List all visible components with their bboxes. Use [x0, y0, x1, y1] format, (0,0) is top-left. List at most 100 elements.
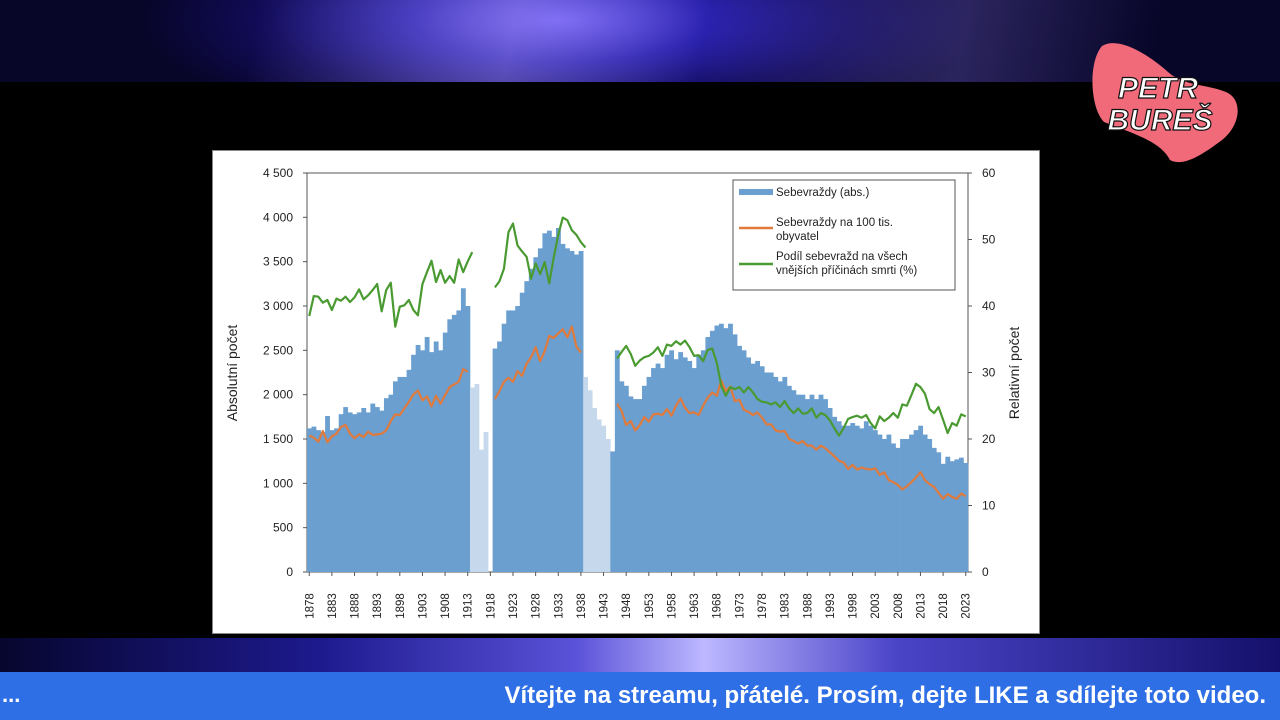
bar-1886	[343, 407, 349, 572]
bar-1965	[700, 350, 706, 572]
bar-1985	[791, 390, 797, 572]
bar-1878	[307, 428, 312, 572]
x-tick-label: 2008	[893, 593, 905, 619]
bar-1963	[691, 368, 697, 572]
bar-1906	[433, 341, 439, 572]
logo-line2: BUREŠ	[1107, 103, 1212, 137]
bar-1889	[356, 412, 362, 572]
x-tick-label: 1958	[666, 593, 678, 619]
share-line-segment-2	[494, 216, 587, 289]
bar-1966	[705, 337, 711, 572]
bar-1992	[823, 399, 828, 572]
bar-2019	[945, 456, 951, 572]
x-tick-label: 1918	[485, 593, 497, 619]
bar-2016	[931, 447, 937, 572]
bar-1950	[632, 399, 638, 572]
bar-1980	[768, 372, 774, 572]
bar-1887	[347, 412, 353, 572]
bar-1970	[723, 328, 729, 572]
bar-1957	[664, 354, 670, 572]
x-tick-label: 1998	[848, 593, 860, 619]
bar-1990	[814, 399, 819, 572]
ticker-message: Vítejte na streamu, přátelé. Prosím, dej…	[504, 682, 1266, 709]
x-tick-label: 1978	[757, 593, 769, 619]
x-tick-label: 1933	[553, 593, 565, 619]
bar-1908	[442, 332, 448, 572]
bar-2021	[954, 459, 960, 572]
x-tick-label: 1943	[599, 593, 611, 619]
bar-2013	[918, 425, 924, 572]
bar-1915	[474, 384, 480, 572]
bar-2009	[900, 439, 905, 572]
bar-1939	[583, 376, 588, 572]
x-tick-label: 1968	[712, 593, 724, 619]
y-left-tick-label: 500	[273, 521, 293, 535]
bar-1936	[569, 251, 575, 572]
bar-1967	[709, 330, 715, 572]
bar-1913	[465, 306, 471, 572]
bar-1927	[528, 268, 534, 572]
bar-1987	[800, 394, 806, 572]
x-tick-label: 1973	[734, 593, 746, 619]
bar-1905	[429, 352, 435, 572]
bar-1888	[352, 414, 358, 572]
bar-1910	[451, 314, 457, 572]
bar-1996	[841, 425, 847, 572]
bar-2010	[904, 439, 910, 572]
y-axis-label-left: Absolutní počet	[224, 325, 240, 422]
legend-label-share: Podíl sebevražd na všech vnějších příčiná…	[776, 251, 917, 277]
x-tick-label: 1908	[440, 593, 452, 619]
x-tick-label: 1983	[780, 593, 792, 619]
legend-label-rate: Sebevraždy na 100 tis. obyvatel	[776, 217, 893, 243]
bar-1895	[383, 398, 389, 572]
bar-1952	[642, 385, 647, 572]
bar-2011	[909, 434, 914, 572]
bar-1946	[614, 350, 620, 572]
bar-1934	[560, 243, 566, 572]
bar-2002	[868, 425, 874, 572]
y-left-tick-label: 4 500	[263, 166, 293, 180]
x-tick-label: 1953	[644, 593, 656, 619]
x-tick-label: 1878	[304, 593, 316, 619]
bar-1921	[501, 323, 507, 572]
y-right-tick-label: 60	[982, 166, 996, 180]
y-left-tick-label: 3 000	[263, 299, 293, 313]
bar-2017	[936, 452, 942, 572]
bar-1991	[818, 394, 824, 572]
bar-2007	[891, 443, 896, 572]
bar-1981	[773, 376, 779, 572]
ticker-ellipsis: ...	[2, 682, 21, 707]
logo-blob-shape	[1092, 43, 1238, 163]
bar-1893	[374, 407, 380, 572]
ticker-bar: ... Vítejte na streamu, přátelé. Prosím,…	[0, 672, 1280, 720]
bar-1907	[438, 350, 444, 572]
x-tick-label: 1988	[802, 593, 814, 619]
y-right-tick-label: 50	[982, 233, 996, 247]
bar-1945	[610, 451, 616, 572]
x-tick-label: 1948	[621, 593, 633, 619]
bar-1955	[655, 363, 661, 572]
bar-1958	[669, 350, 675, 572]
bar-1951	[637, 399, 643, 572]
bar-1971	[728, 323, 733, 572]
x-tick-label: 1898	[395, 593, 407, 619]
bar-1909	[447, 319, 453, 572]
bar-1944	[605, 439, 611, 572]
bar-1942	[596, 419, 602, 572]
x-tick-label: 1993	[825, 593, 837, 619]
bar-2008	[895, 447, 901, 572]
x-tick-label: 2023	[961, 593, 973, 619]
bar-2018	[940, 463, 946, 572]
bar-1974	[741, 350, 747, 572]
bar-1979	[764, 372, 770, 572]
bar-2000	[859, 428, 865, 572]
bar-1900	[406, 369, 412, 572]
bar-1896	[388, 394, 394, 572]
bar-1881	[320, 431, 326, 572]
bar-2012	[913, 430, 919, 572]
bar-1925	[519, 292, 525, 572]
bar-1961	[682, 357, 688, 572]
rate-line-segment-1	[308, 368, 469, 444]
x-tick-label: 1928	[531, 593, 543, 619]
bar-2020	[949, 461, 955, 572]
